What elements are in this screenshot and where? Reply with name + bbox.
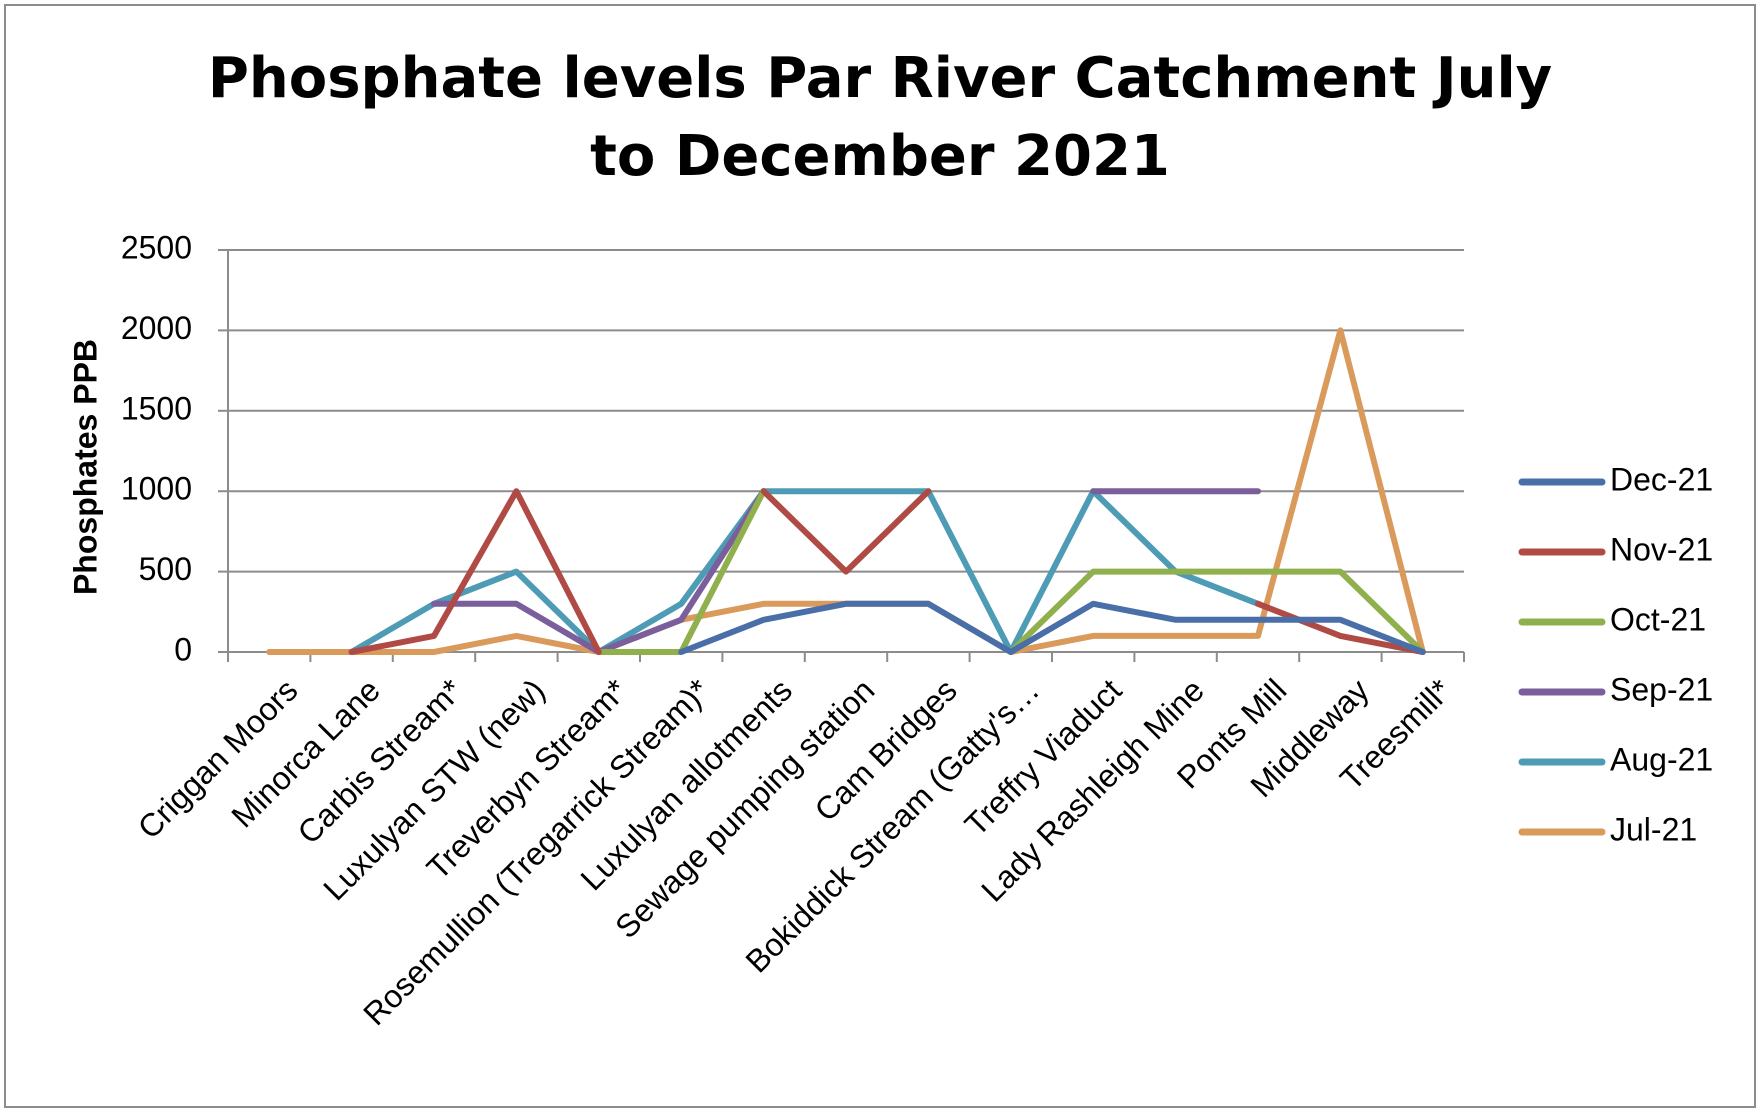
legend-label: Jul-21 xyxy=(1610,811,1697,847)
gridlines xyxy=(228,249,1464,573)
y-tick-label: 500 xyxy=(139,551,192,587)
legend-label: Nov-21 xyxy=(1610,531,1713,567)
series-line-aug-21 xyxy=(348,488,1261,655)
legend-label: Dec-21 xyxy=(1610,461,1713,497)
y-tick-label: 2500 xyxy=(121,229,192,265)
series-line-nov-21 xyxy=(1255,600,1426,655)
series-lines xyxy=(266,327,1426,655)
axes xyxy=(218,249,1465,662)
legend: Dec-21 Nov-21 Oct-21 Sep-21 Aug-21 Jul-21 xyxy=(1518,461,1713,847)
series-line-nov-21 xyxy=(348,488,602,655)
x-tick-label: Cam Bridges xyxy=(808,672,964,828)
y-tick-label: 1500 xyxy=(121,390,192,426)
series-line-nov-21 xyxy=(760,488,932,575)
chart-frame xyxy=(4,4,1756,1108)
y-tick-label: 2000 xyxy=(121,310,192,346)
legend-label: Aug-21 xyxy=(1610,741,1713,777)
y-tick-labels: 0 500 1000 1500 2000 2500 xyxy=(121,229,192,667)
chart-title: Phosphate levels Par River Catchment Jul… xyxy=(207,46,1553,189)
legend-label: Oct-21 xyxy=(1610,601,1706,637)
y-tick-label: 0 xyxy=(174,631,192,667)
y-tick-label: 1000 xyxy=(121,471,192,507)
legend-label: Sep-21 xyxy=(1610,671,1713,707)
series-line-oct-21 xyxy=(1007,568,1426,655)
y-axis-label: Phosphates PPB xyxy=(67,339,103,595)
series-line-dec-21 xyxy=(678,600,1426,655)
